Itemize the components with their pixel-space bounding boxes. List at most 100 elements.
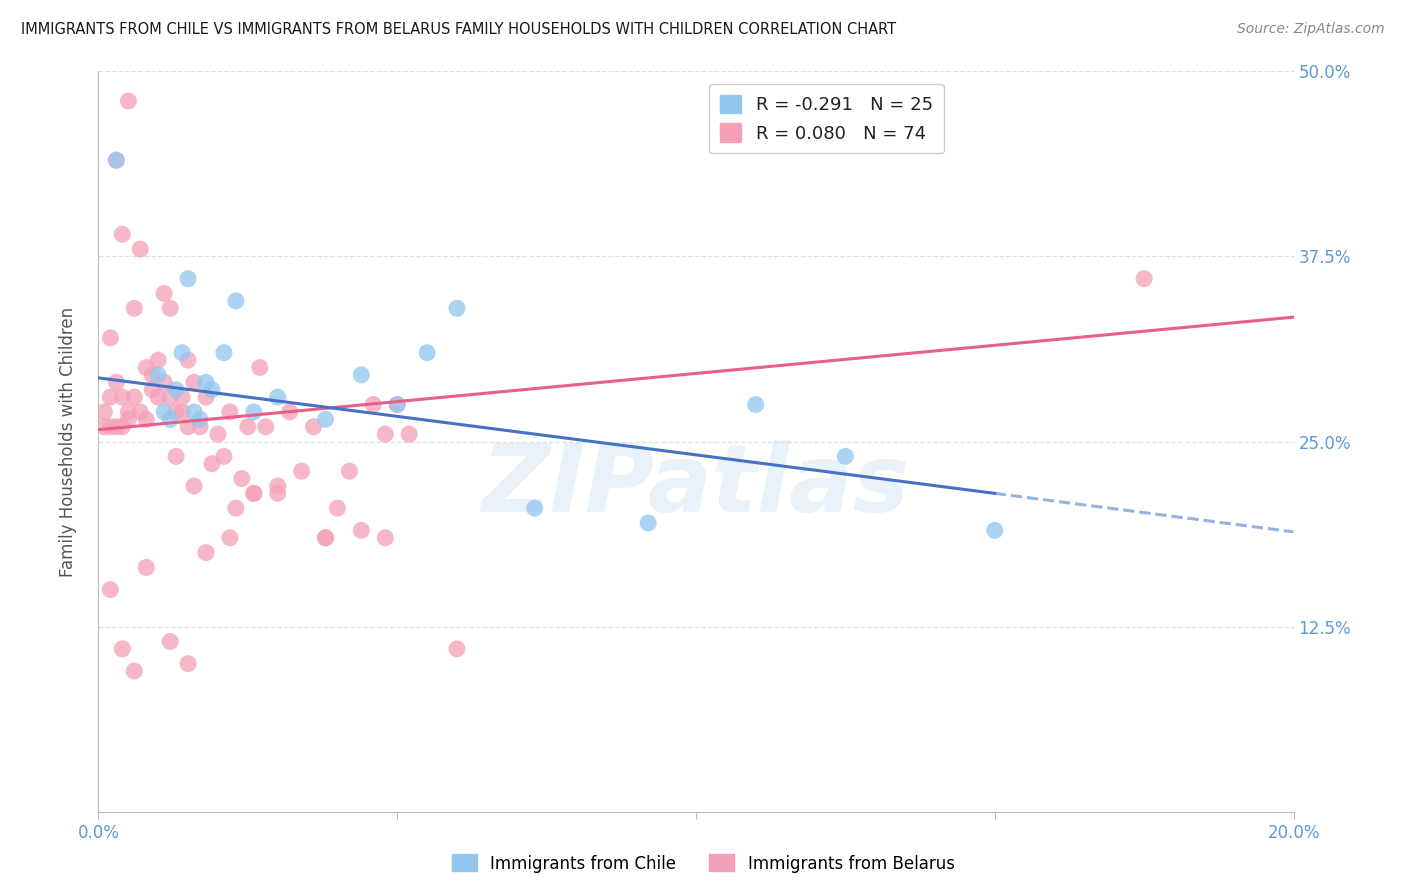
Point: [207, 427, 229, 442]
Point: [183, 479, 205, 493]
Point: [124, 301, 146, 316]
Text: Source: ZipAtlas.com: Source: ZipAtlas.com: [1237, 22, 1385, 37]
Point: [243, 486, 266, 500]
Text: ZIPatlas: ZIPatlas: [482, 440, 910, 532]
Point: [177, 657, 200, 671]
Point: [267, 390, 290, 404]
Point: [141, 383, 163, 397]
Point: [148, 390, 170, 404]
Point: [172, 405, 194, 419]
Point: [195, 546, 218, 560]
Point: [278, 405, 301, 419]
Point: [148, 368, 170, 382]
Point: [374, 531, 396, 545]
Point: [225, 501, 247, 516]
Point: [183, 405, 205, 419]
Point: [385, 398, 409, 412]
Point: [212, 450, 235, 464]
Point: [105, 376, 128, 390]
Point: [111, 390, 134, 404]
Point: [93, 405, 115, 419]
Point: [188, 419, 211, 434]
Point: [195, 376, 218, 390]
Point: [398, 427, 420, 442]
Point: [93, 419, 115, 434]
Point: [523, 501, 546, 516]
Point: [315, 531, 337, 545]
Point: [201, 457, 224, 471]
Point: [231, 471, 253, 485]
Point: [117, 405, 139, 419]
Point: [159, 412, 181, 426]
Point: [315, 531, 337, 545]
Point: [446, 641, 468, 656]
Point: [984, 524, 1007, 538]
Point: [165, 450, 187, 464]
Point: [124, 664, 146, 678]
Point: [350, 368, 373, 382]
Point: [219, 405, 242, 419]
Point: [111, 641, 134, 656]
Legend: R = -0.291   N = 25, R = 0.080   N = 74: R = -0.291 N = 25, R = 0.080 N = 74: [709, 84, 943, 153]
Point: [637, 516, 659, 530]
Point: [98, 331, 122, 345]
Point: [105, 153, 128, 168]
Point: [153, 376, 176, 390]
Point: [153, 405, 176, 419]
Point: [111, 227, 134, 242]
Point: [374, 427, 396, 442]
Point: [339, 464, 361, 478]
Point: [267, 479, 290, 493]
Point: [834, 450, 856, 464]
Y-axis label: Family Households with Children: Family Households with Children: [59, 307, 77, 576]
Point: [165, 383, 187, 397]
Point: [117, 94, 139, 108]
Point: [124, 390, 146, 404]
Point: [326, 501, 349, 516]
Point: [172, 390, 194, 404]
Point: [177, 271, 200, 285]
Point: [219, 531, 242, 545]
Point: [105, 153, 128, 168]
Point: [745, 398, 768, 412]
Point: [165, 405, 187, 419]
Legend: Immigrants from Chile, Immigrants from Belarus: Immigrants from Chile, Immigrants from B…: [444, 847, 962, 880]
Point: [129, 242, 152, 256]
Point: [105, 419, 128, 434]
Point: [183, 376, 205, 390]
Point: [141, 368, 163, 382]
Point: [225, 293, 247, 308]
Point: [159, 634, 181, 648]
Point: [243, 486, 266, 500]
Point: [416, 345, 439, 359]
Point: [363, 398, 385, 412]
Point: [302, 419, 325, 434]
Point: [254, 419, 277, 434]
Point: [385, 398, 409, 412]
Point: [188, 412, 211, 426]
Point: [153, 286, 176, 301]
Point: [212, 345, 235, 359]
Point: [177, 353, 200, 368]
Point: [159, 390, 181, 404]
Point: [117, 412, 139, 426]
Point: [172, 345, 194, 359]
Point: [148, 353, 170, 368]
Point: [291, 464, 314, 478]
Point: [129, 405, 152, 419]
Point: [201, 383, 224, 397]
Text: IMMIGRANTS FROM CHILE VS IMMIGRANTS FROM BELARUS FAMILY HOUSEHOLDS WITH CHILDREN: IMMIGRANTS FROM CHILE VS IMMIGRANTS FROM…: [21, 22, 896, 37]
Point: [267, 486, 290, 500]
Point: [98, 582, 122, 597]
Point: [1133, 271, 1156, 285]
Point: [135, 560, 157, 574]
Point: [135, 360, 157, 375]
Point: [243, 405, 266, 419]
Point: [159, 301, 181, 316]
Point: [350, 524, 373, 538]
Point: [98, 390, 122, 404]
Point: [446, 301, 468, 316]
Point: [236, 419, 259, 434]
Point: [111, 419, 134, 434]
Point: [195, 390, 218, 404]
